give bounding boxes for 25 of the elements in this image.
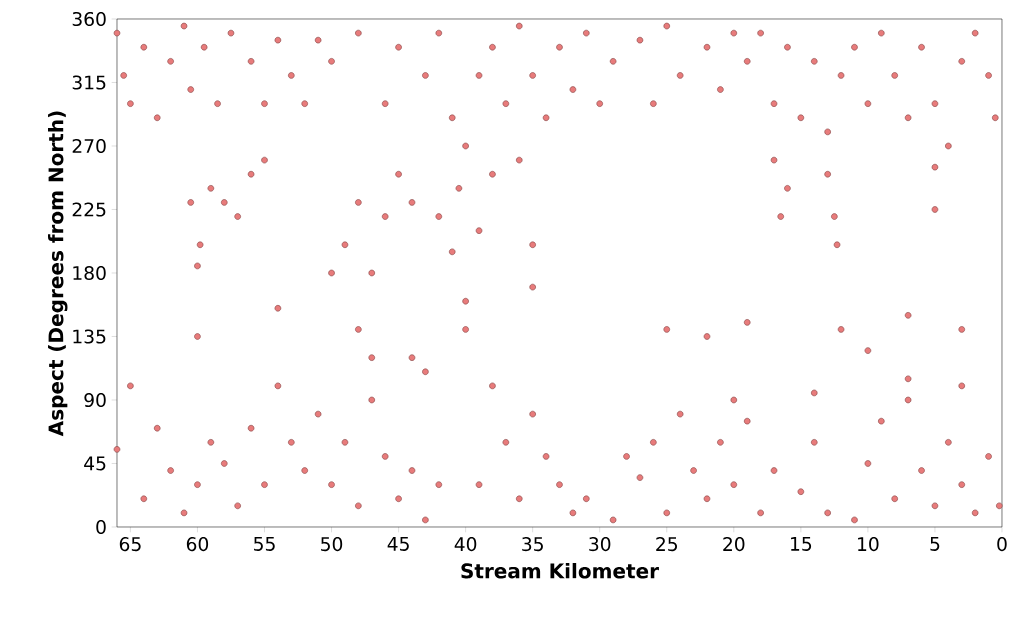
x-tick-label: 20 bbox=[723, 537, 745, 552]
y-tick-label: 90 bbox=[84, 392, 106, 408]
x-tick-label: 10 bbox=[858, 537, 879, 552]
x-tick-label: 35 bbox=[522, 537, 543, 552]
y-tick-label: 180 bbox=[73, 265, 106, 281]
x-tick-label: 45 bbox=[387, 537, 409, 551]
y-tick-label: 360 bbox=[72, 11, 106, 27]
x-tick-label: 0 bbox=[997, 537, 1007, 552]
x-axis-title: Stream Kilometer bbox=[461, 562, 659, 579]
y-tick-label: 135 bbox=[73, 329, 106, 344]
x-tick-label: 30 bbox=[589, 537, 611, 552]
y-tick-label: 0 bbox=[96, 519, 106, 535]
y-tick-label: 270 bbox=[72, 138, 106, 154]
x-tick-label: 55 bbox=[254, 537, 275, 551]
y-tick-label: 225 bbox=[72, 202, 106, 217]
y-tick-label: 315 bbox=[72, 75, 106, 90]
x-tick-label: 65 bbox=[119, 537, 141, 552]
y-tick-label: 45 bbox=[84, 456, 106, 471]
x-tick-label: 5 bbox=[930, 537, 940, 551]
x-tick-label: 40 bbox=[454, 537, 477, 552]
x-tick-label: 50 bbox=[321, 537, 343, 552]
x-tick-label: 15 bbox=[791, 537, 812, 551]
x-tick-label: 25 bbox=[656, 537, 677, 552]
y-axis-title: Aspect (Degrees from North) bbox=[48, 111, 68, 437]
x-tick-label: 60 bbox=[186, 537, 209, 552]
